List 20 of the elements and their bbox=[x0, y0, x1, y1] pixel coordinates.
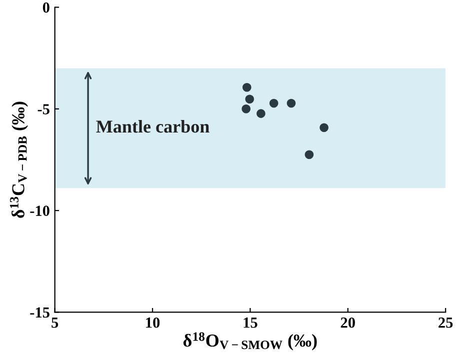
point bbox=[269, 98, 278, 108]
point bbox=[242, 104, 250, 114]
x-tick-label: 20 bbox=[340, 317, 355, 328]
point bbox=[320, 123, 328, 132]
band-label: Mantle carbon bbox=[96, 120, 210, 133]
point bbox=[304, 150, 314, 160]
y-tick-label: -5 bbox=[38, 104, 50, 114]
x-tick-label: 15 bbox=[244, 318, 258, 328]
y-tick-label: 0 bbox=[42, 2, 50, 13]
point bbox=[242, 82, 252, 92]
x-tick-label: 25 bbox=[438, 318, 453, 328]
x-axis-title: δ$^{18}$O$_{V−SMOW}$ (‰) bbox=[183, 332, 317, 350]
x-tick-label: 10 bbox=[146, 317, 160, 328]
point bbox=[256, 109, 266, 118]
y-axis-title: δ$^{13}$C$_{V−PDB}$ (‰) bbox=[10, 102, 28, 218]
y-tick-label: -15 bbox=[30, 307, 50, 318]
y-tick-label: -10 bbox=[30, 206, 50, 216]
x-tick-label: 5 bbox=[52, 318, 58, 328]
point bbox=[245, 94, 254, 104]
point bbox=[286, 98, 296, 108]
